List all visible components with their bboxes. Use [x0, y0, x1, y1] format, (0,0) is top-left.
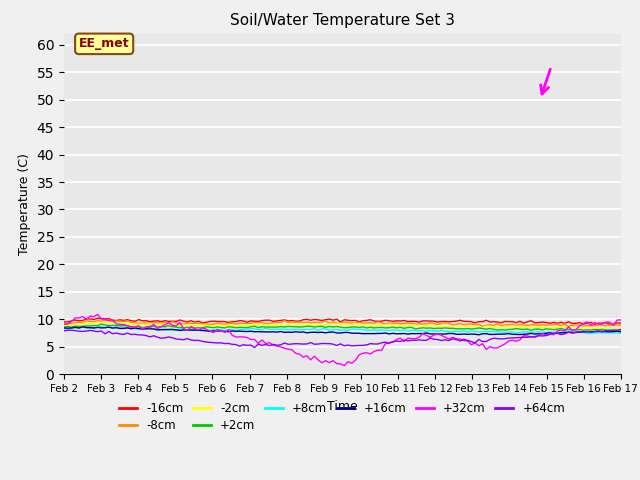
X-axis label: Time: Time	[327, 400, 358, 413]
Title: Soil/Water Temperature Set 3: Soil/Water Temperature Set 3	[230, 13, 455, 28]
Y-axis label: Temperature (C): Temperature (C)	[18, 153, 31, 255]
Legend: -16cm, -8cm, -2cm, +2cm, +8cm, +16cm, +32cm, +64cm: -16cm, -8cm, -2cm, +2cm, +8cm, +16cm, +3…	[115, 397, 570, 437]
Text: EE_met: EE_met	[79, 37, 129, 50]
